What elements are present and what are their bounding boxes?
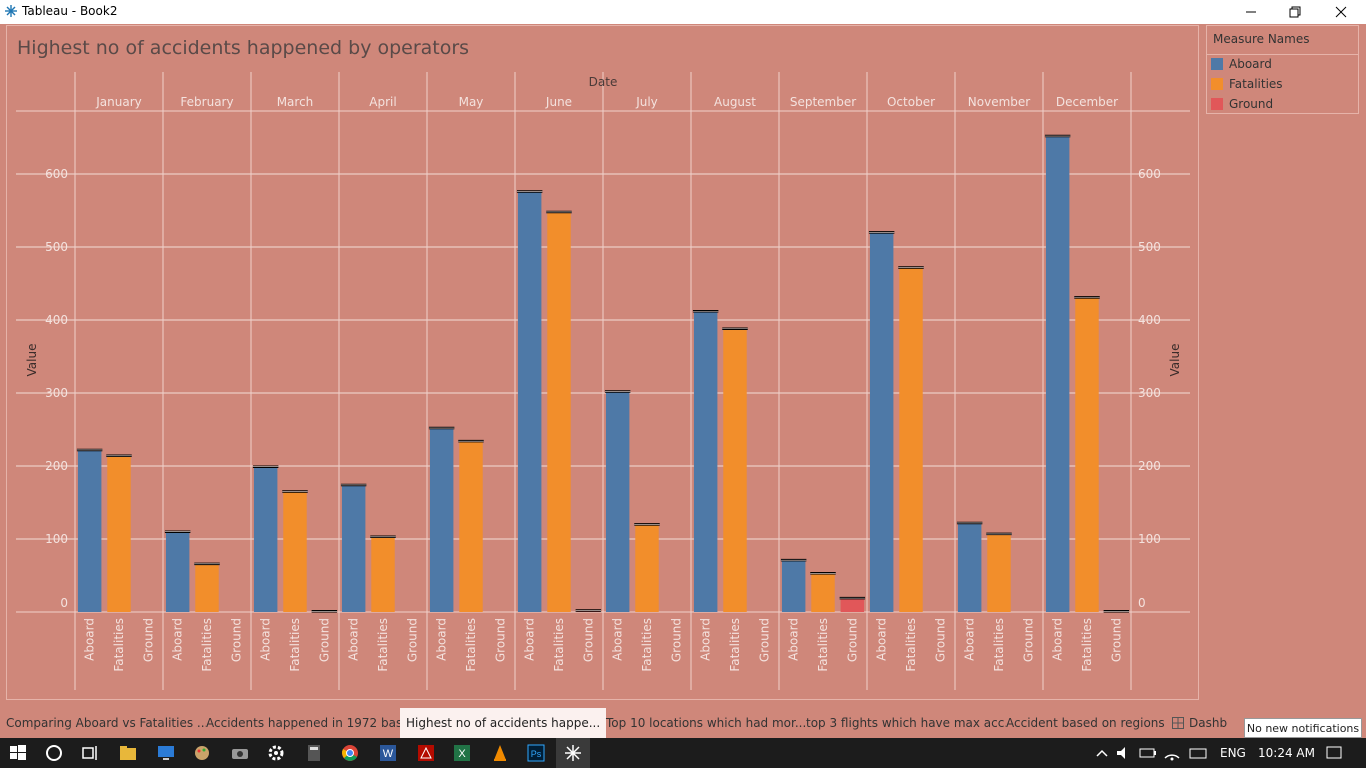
windows-start-icon[interactable] — [8, 743, 28, 763]
notification-tooltip: No new notifications — [1244, 718, 1362, 738]
photoshop-icon[interactable]: Ps — [526, 743, 546, 763]
chevron-up-icon[interactable] — [1092, 743, 1112, 763]
minimize-button[interactable] — [1228, 0, 1274, 24]
excel-icon[interactable]: X — [452, 743, 472, 763]
word-icon[interactable]: W — [378, 743, 398, 763]
camera-icon[interactable] — [230, 743, 250, 763]
battery-icon[interactable] — [1138, 743, 1158, 763]
paint-icon[interactable] — [192, 743, 212, 763]
legend-title: Measure Names — [1213, 32, 1310, 46]
acrobat-icon[interactable] — [416, 743, 436, 763]
tab-highest-accidents[interactable]: Highest no of accidents happe... — [400, 708, 606, 738]
restore-icon — [1289, 6, 1301, 18]
tableau-taskbar-icon — [565, 745, 581, 761]
legend-card[interactable]: Measure Names Aboard Fatalities Ground — [1206, 25, 1359, 114]
tab-top-3-flights[interactable]: top 3 flights which have max acc... — [800, 708, 1006, 738]
worksheet-view[interactable] — [6, 25, 1199, 700]
legend-swatch — [1211, 58, 1223, 70]
task-view-icon[interactable] — [80, 743, 100, 763]
tab-label: Top 10 locations which had mor... — [606, 716, 806, 730]
svg-text:X: X — [458, 748, 466, 760]
remote-desktop-icon[interactable] — [156, 743, 176, 763]
legend-item-fatalities[interactable]: Fatalities — [1211, 76, 1283, 92]
settings-gear-icon[interactable] — [266, 743, 286, 763]
window-title: Tableau - Book2 — [22, 4, 118, 18]
tab-accident-regions[interactable]: Accident based on regions — [1000, 708, 1172, 738]
close-icon — [1335, 6, 1347, 18]
legend-label: Aboard — [1229, 57, 1272, 71]
svg-text:Ps: Ps — [531, 749, 542, 759]
keyboard-icon[interactable] — [1188, 743, 1208, 763]
tab-accidents-1972[interactable]: Accidents happened in 1972 bas... — [200, 708, 406, 738]
volume-icon[interactable] — [1114, 743, 1134, 763]
title-bar: Tableau - Book2 — [0, 0, 1366, 24]
tab-label: Highest no of accidents happe... — [406, 716, 601, 730]
legend-label: Fatalities — [1229, 77, 1283, 91]
tab-label: Accident based on regions — [1006, 716, 1165, 730]
vlc-icon[interactable] — [490, 743, 510, 763]
tab-label: Accidents happened in 1972 bas... — [206, 716, 406, 730]
legend-item-aboard[interactable]: Aboard — [1211, 56, 1272, 72]
sheet-title: Highest no of accidents happened by oper… — [17, 37, 470, 59]
legend-swatch — [1211, 98, 1223, 110]
svg-text:W: W — [383, 748, 394, 760]
legend-divider — [1207, 54, 1358, 55]
tableau-app-icon — [5, 5, 17, 17]
windows-taskbar: W X Ps ENG 10:24 AM — [0, 738, 1366, 768]
action-center-icon[interactable] — [1324, 743, 1344, 763]
legend-swatch — [1211, 78, 1223, 90]
file-explorer-icon[interactable] — [118, 743, 138, 763]
dashboard-icon — [1172, 717, 1184, 729]
chrome-icon[interactable] — [340, 743, 360, 763]
legend-item-ground[interactable]: Ground — [1211, 96, 1273, 112]
wifi-icon[interactable] — [1162, 743, 1182, 763]
minimize-icon — [1246, 11, 1256, 13]
tab-dashboard[interactable]: Dashb — [1166, 708, 1232, 738]
tab-top-10-locations[interactable]: Top 10 locations which had mor... — [600, 708, 806, 738]
restore-button[interactable] — [1272, 0, 1318, 24]
search-icon[interactable] — [44, 743, 64, 763]
sheet-tabs: Comparing Aboard vs Fatalities ... Accid… — [0, 708, 1366, 738]
tab-comparing-aboard[interactable]: Comparing Aboard vs Fatalities ... — [0, 708, 206, 738]
calculator-icon[interactable] — [304, 743, 324, 763]
language-indicator[interactable]: ENG — [1220, 746, 1246, 760]
close-button[interactable] — [1318, 0, 1364, 24]
taskbar-active-app[interactable] — [556, 738, 590, 768]
tab-label: top 3 flights which have max acc... — [806, 716, 1006, 730]
tab-label: Dashb — [1189, 716, 1228, 730]
tab-label: Comparing Aboard vs Fatalities ... — [6, 716, 206, 730]
legend-label: Ground — [1229, 97, 1274, 111]
clock[interactable]: 10:24 AM — [1258, 746, 1315, 760]
